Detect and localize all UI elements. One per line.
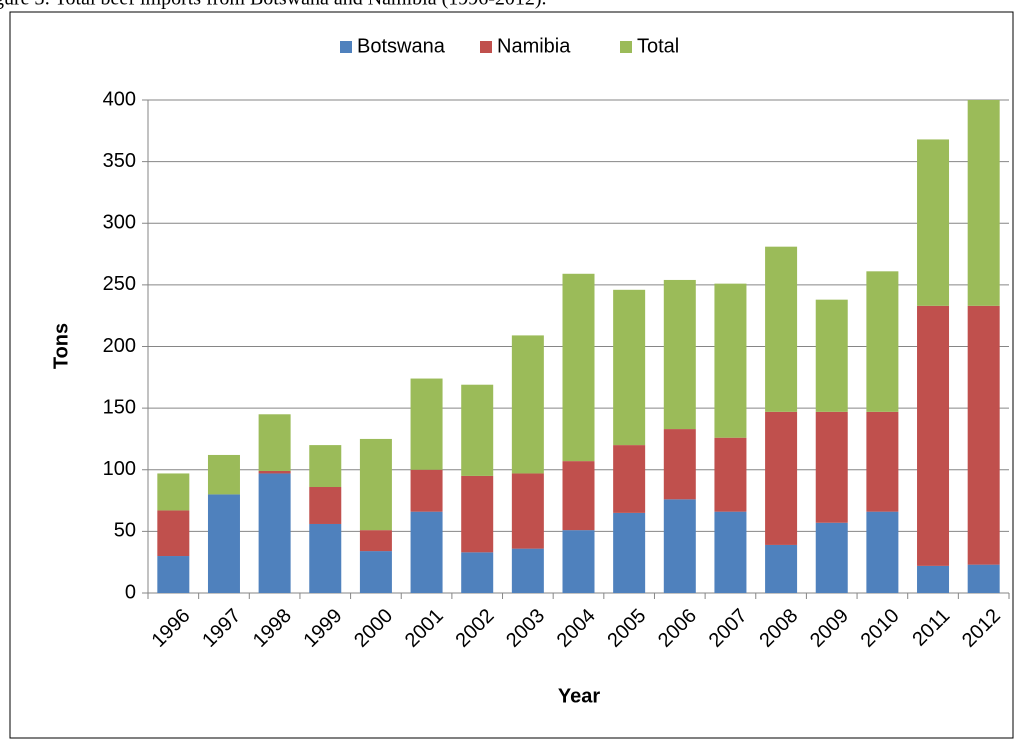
bar-segment bbox=[815, 411, 848, 523]
bar-segment bbox=[613, 512, 646, 593]
bar-segment bbox=[613, 445, 646, 513]
legend-label: Botswana bbox=[357, 35, 446, 57]
bar-segment bbox=[714, 437, 747, 512]
legend-swatch bbox=[620, 41, 632, 53]
y-tick-label: 200 bbox=[103, 335, 136, 357]
bar-segment bbox=[866, 411, 899, 512]
bar-segment bbox=[765, 411, 798, 545]
caption: gure 3: Total beef imports from Botswana… bbox=[0, 0, 547, 10]
bar-segment bbox=[967, 564, 1000, 593]
y-tick-label: 150 bbox=[103, 396, 136, 418]
bar-segment bbox=[663, 499, 696, 593]
bar-segment bbox=[511, 473, 544, 549]
bar-segment bbox=[461, 552, 494, 593]
x-axis-label: Year bbox=[558, 685, 600, 707]
bar-segment bbox=[663, 429, 696, 500]
y-tick-label: 250 bbox=[103, 273, 136, 295]
bar-segment bbox=[157, 510, 190, 557]
x-tick-label: 2005 bbox=[603, 605, 650, 652]
bar-segment bbox=[714, 511, 747, 593]
legend-label: Namibia bbox=[497, 35, 571, 57]
bar-segment bbox=[309, 523, 342, 593]
bar-segment bbox=[359, 551, 392, 593]
x-tick-label: 2006 bbox=[654, 605, 701, 652]
bar-segment bbox=[511, 548, 544, 593]
x-tick-label: 1997 bbox=[198, 605, 245, 652]
y-tick-label: 300 bbox=[103, 212, 136, 234]
bar-segment bbox=[663, 279, 696, 430]
x-tick-label: 2004 bbox=[553, 605, 600, 652]
bar-segment bbox=[917, 139, 950, 306]
y-tick-label: 350 bbox=[103, 150, 136, 172]
bar-segment bbox=[258, 470, 291, 474]
bar-segment bbox=[511, 335, 544, 474]
x-tick-label: 2003 bbox=[502, 605, 549, 652]
x-tick-label: 2008 bbox=[755, 605, 802, 652]
bar-segment bbox=[157, 473, 190, 511]
bar-segment bbox=[410, 511, 443, 593]
bar-segment bbox=[967, 100, 1000, 306]
x-tick-label: 1996 bbox=[148, 605, 195, 652]
bar-segment bbox=[258, 414, 291, 471]
bar-segment bbox=[562, 273, 595, 462]
bar-segment bbox=[207, 494, 240, 593]
bar-segment bbox=[309, 487, 342, 524]
bar-segment bbox=[157, 556, 190, 593]
bar-segment bbox=[815, 522, 848, 593]
legend-swatch bbox=[480, 41, 492, 53]
y-axis-label: Tons bbox=[50, 323, 72, 369]
bar-segment bbox=[866, 271, 899, 412]
bar-segment bbox=[410, 378, 443, 470]
chart-frame bbox=[9, 11, 1014, 739]
x-tick-label: 1998 bbox=[249, 605, 296, 652]
y-tick-label: 100 bbox=[103, 458, 136, 480]
bar-segment bbox=[714, 283, 747, 438]
x-tick-label: 2001 bbox=[401, 605, 448, 652]
bar-segment bbox=[410, 469, 443, 512]
bar-segment bbox=[967, 305, 1000, 565]
bar-segment bbox=[461, 475, 494, 553]
bar-segment bbox=[562, 530, 595, 593]
x-tick-label: 1999 bbox=[300, 605, 347, 652]
x-tick-label: 2012 bbox=[958, 605, 1005, 652]
x-tick-label: 2011 bbox=[908, 605, 954, 651]
y-tick-label: 400 bbox=[103, 88, 136, 110]
bar-segment bbox=[359, 438, 392, 531]
bar-segment bbox=[359, 530, 392, 552]
x-tick-label: 2009 bbox=[806, 605, 853, 652]
bar-segment bbox=[461, 384, 494, 476]
y-tick-label: 50 bbox=[114, 520, 136, 542]
bar-segment bbox=[765, 246, 798, 412]
x-tick-label: 2002 bbox=[451, 605, 498, 652]
bar-segment bbox=[765, 544, 798, 593]
bar-segment bbox=[866, 511, 899, 593]
bar-segment bbox=[815, 299, 848, 412]
bar-segment bbox=[917, 565, 950, 593]
legend-label: Total bbox=[637, 35, 679, 57]
bar-segment bbox=[917, 305, 950, 566]
x-tick-label: 2007 bbox=[705, 605, 752, 652]
y-tick-label: 0 bbox=[125, 581, 136, 603]
x-tick-label: 2010 bbox=[857, 605, 904, 652]
bar-segment bbox=[562, 461, 595, 531]
x-tick-label: 2000 bbox=[350, 605, 397, 652]
legend-swatch bbox=[340, 41, 352, 53]
bar-segment bbox=[309, 445, 342, 488]
bar-segment bbox=[258, 473, 291, 593]
bar-segment bbox=[613, 289, 646, 446]
bar-segment bbox=[207, 454, 240, 495]
